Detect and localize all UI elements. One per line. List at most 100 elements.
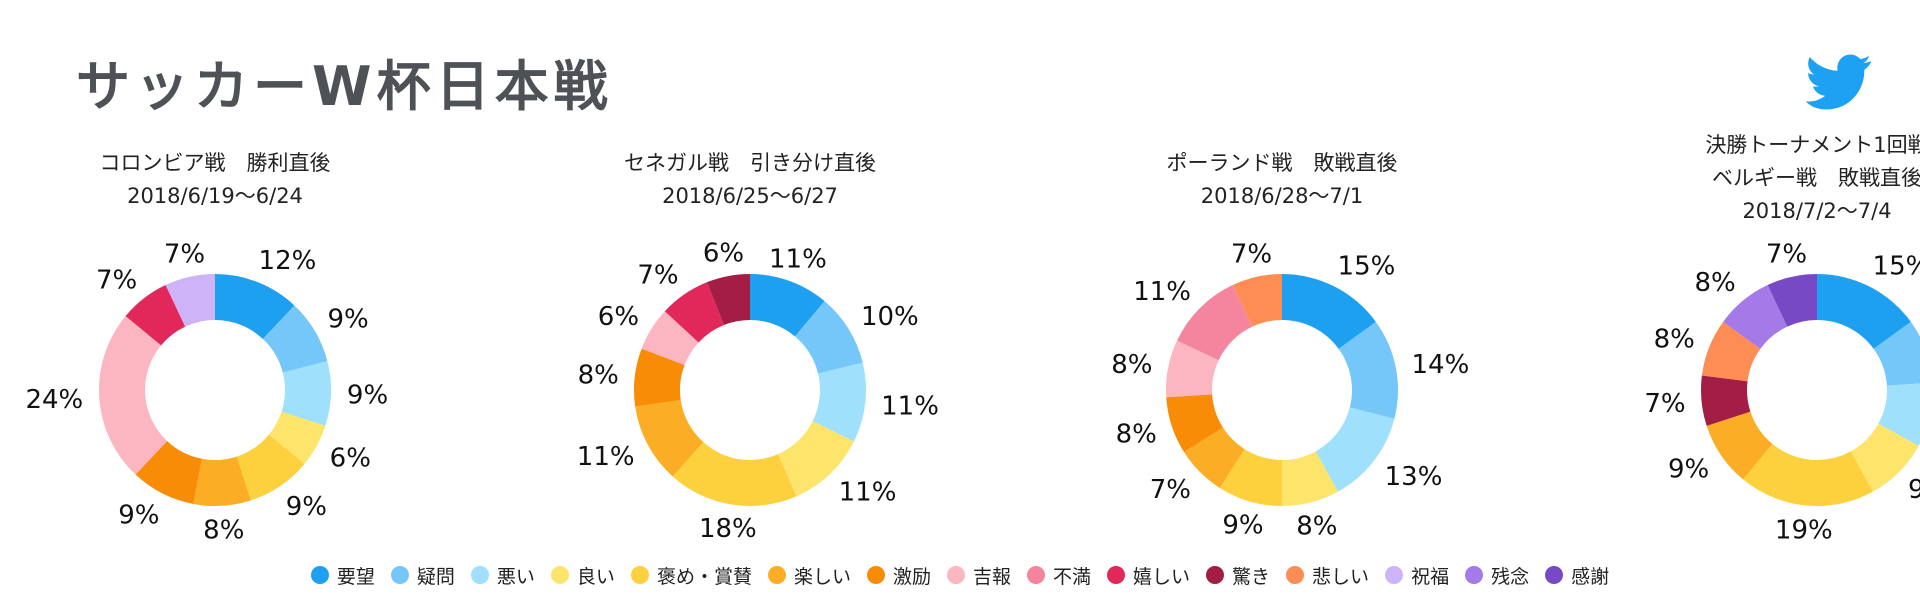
donut-slice <box>794 301 863 374</box>
legend-swatch <box>1286 566 1305 584</box>
legend-item: 良い <box>550 562 615 589</box>
legend-item: 悲しい <box>1286 562 1369 589</box>
donut-slice <box>236 434 305 501</box>
slice-label: 8% <box>203 516 244 546</box>
slice-label: 24% <box>25 385 83 415</box>
donut-slice <box>1723 285 1788 349</box>
legend-label: 嬉しい <box>1133 565 1191 588</box>
donut-slice <box>193 456 251 506</box>
slice-label: 12% <box>259 246 317 276</box>
slice-label: 7% <box>637 261 678 291</box>
donut-slice <box>1165 340 1219 398</box>
donut-slice <box>135 441 202 504</box>
donut-chart-2: セネガル戦 引き分け直後 2018/6/25〜6/27 11% 10% 11% 11% 18… <box>577 151 939 544</box>
legend-item: 残念 <box>1465 562 1529 589</box>
slice-label: 8% <box>1296 512 1337 542</box>
slice-label: 15% <box>1338 251 1396 281</box>
legend-swatch <box>767 566 786 584</box>
donut-slice <box>1184 427 1245 488</box>
donut-slice <box>165 274 215 327</box>
slice-label: 6% <box>703 239 744 269</box>
donut-slice <box>1232 274 1282 327</box>
slice-label: 8% <box>1695 268 1736 298</box>
legend-item: 吉報 <box>946 562 1011 589</box>
donut-slice <box>1166 394 1223 453</box>
slice-label: 15% <box>1873 251 1920 281</box>
donut-slice <box>706 274 750 326</box>
slice-label: 9% <box>286 492 327 522</box>
chart-title-line: 決勝トーナメント1回戦 <box>1705 133 1920 157</box>
donut-slice <box>1850 423 1919 492</box>
legend-item: 疑問 <box>390 562 455 589</box>
donut-slice <box>1338 321 1398 419</box>
chart-title-line: 2018/7/2〜7/4 <box>1742 199 1891 223</box>
legend-item: 褒め・賞賛 <box>630 562 752 589</box>
slice-label: 8% <box>578 360 619 390</box>
slice-label: 18% <box>699 514 757 544</box>
legend-item: 不満 <box>1027 562 1091 589</box>
donut-slice <box>1701 375 1751 426</box>
slice-label: 9% <box>118 501 159 531</box>
slice-label: 7% <box>1150 475 1191 505</box>
legend-swatch <box>470 566 489 584</box>
slice-label: 11% <box>839 477 897 507</box>
donut-slice <box>812 362 866 442</box>
donut-slice <box>1767 274 1817 327</box>
slice-label: 7% <box>96 265 137 295</box>
donut-slice <box>281 361 332 426</box>
legend-item: 激励 <box>866 562 931 589</box>
donut-chart-1: コロンビア戦 勝利直後2018/6/19〜6/2412%9%9%6%9%8%9%… <box>25 151 388 546</box>
legend-label: 楽しい <box>793 565 851 588</box>
donut-slice <box>1701 321 1761 382</box>
legend-swatch <box>1465 566 1484 584</box>
donut-slice <box>664 282 724 343</box>
donut-slice <box>268 411 326 464</box>
slice-label: 10% <box>861 302 919 332</box>
slice-label: 11% <box>881 392 939 422</box>
legend-swatch <box>550 566 569 584</box>
legend-swatch <box>310 566 329 584</box>
legend-swatch <box>946 566 965 584</box>
slice-label: 19% <box>1775 515 1833 545</box>
legend-label: 疑問 <box>416 565 455 588</box>
slice-label: 9% <box>1908 475 1920 505</box>
legend-label: 褒め・賞賛 <box>656 565 752 588</box>
legend-swatch <box>630 566 649 584</box>
donut-slice <box>1743 443 1873 506</box>
legend-label: 不満 <box>1053 565 1092 588</box>
legend-swatch <box>1385 566 1404 584</box>
donut-chart-3: ポーランド戦 敗戦直後 2018/6/28〜7/1 15% 14% 13% 8% 9% 7% 8… <box>1111 151 1469 542</box>
donut-slice <box>635 399 704 477</box>
chart-title-line: 2018/6/19〜6/24 <box>127 184 303 208</box>
donut-slice <box>1706 411 1773 480</box>
legend: 要望 疑問 悪い 良い 褒め・賞賛 楽しい 激励 吉報 不満 嬉しい 驚き 悲しい 祝福 残念 感謝 <box>0 560 1920 590</box>
slice-label: 7% <box>164 239 205 269</box>
legend-item: 祝福 <box>1385 562 1449 589</box>
chart-title-line: ベルギー戦 敗戦直後 <box>1712 166 1920 190</box>
legend-item: 要望 <box>310 562 375 589</box>
donut-slice <box>778 421 854 497</box>
slice-label: 8% <box>1116 419 1157 449</box>
slice-label: 9% <box>1668 455 1709 485</box>
slice-label: 9% <box>328 305 369 335</box>
legend-label: 良い <box>576 565 615 588</box>
legend-label: 祝福 <box>1411 565 1450 588</box>
slice-label: 11% <box>769 244 827 274</box>
slice-label: 8% <box>1111 350 1152 380</box>
legend-swatch <box>390 566 409 584</box>
slice-label: 7% <box>1766 239 1807 269</box>
legend-label: 悪い <box>496 565 535 588</box>
donut-slice <box>1817 274 1911 349</box>
chart-title-line: セネガル戦 引き分け直後 <box>624 151 876 175</box>
legend-label: 吉報 <box>972 565 1011 588</box>
legend-item: 驚き <box>1206 562 1270 589</box>
slice-label: 9% <box>347 380 388 410</box>
legend-label: 感謝 <box>1571 565 1610 588</box>
donut-slice <box>1873 321 1920 386</box>
donut-slice <box>1177 285 1253 361</box>
donut-slice <box>1878 383 1920 446</box>
legend-swatch <box>1206 566 1225 584</box>
page-title: サッカーW杯日本戦 <box>76 55 613 118</box>
legend-item: 嬉しい <box>1107 562 1190 589</box>
